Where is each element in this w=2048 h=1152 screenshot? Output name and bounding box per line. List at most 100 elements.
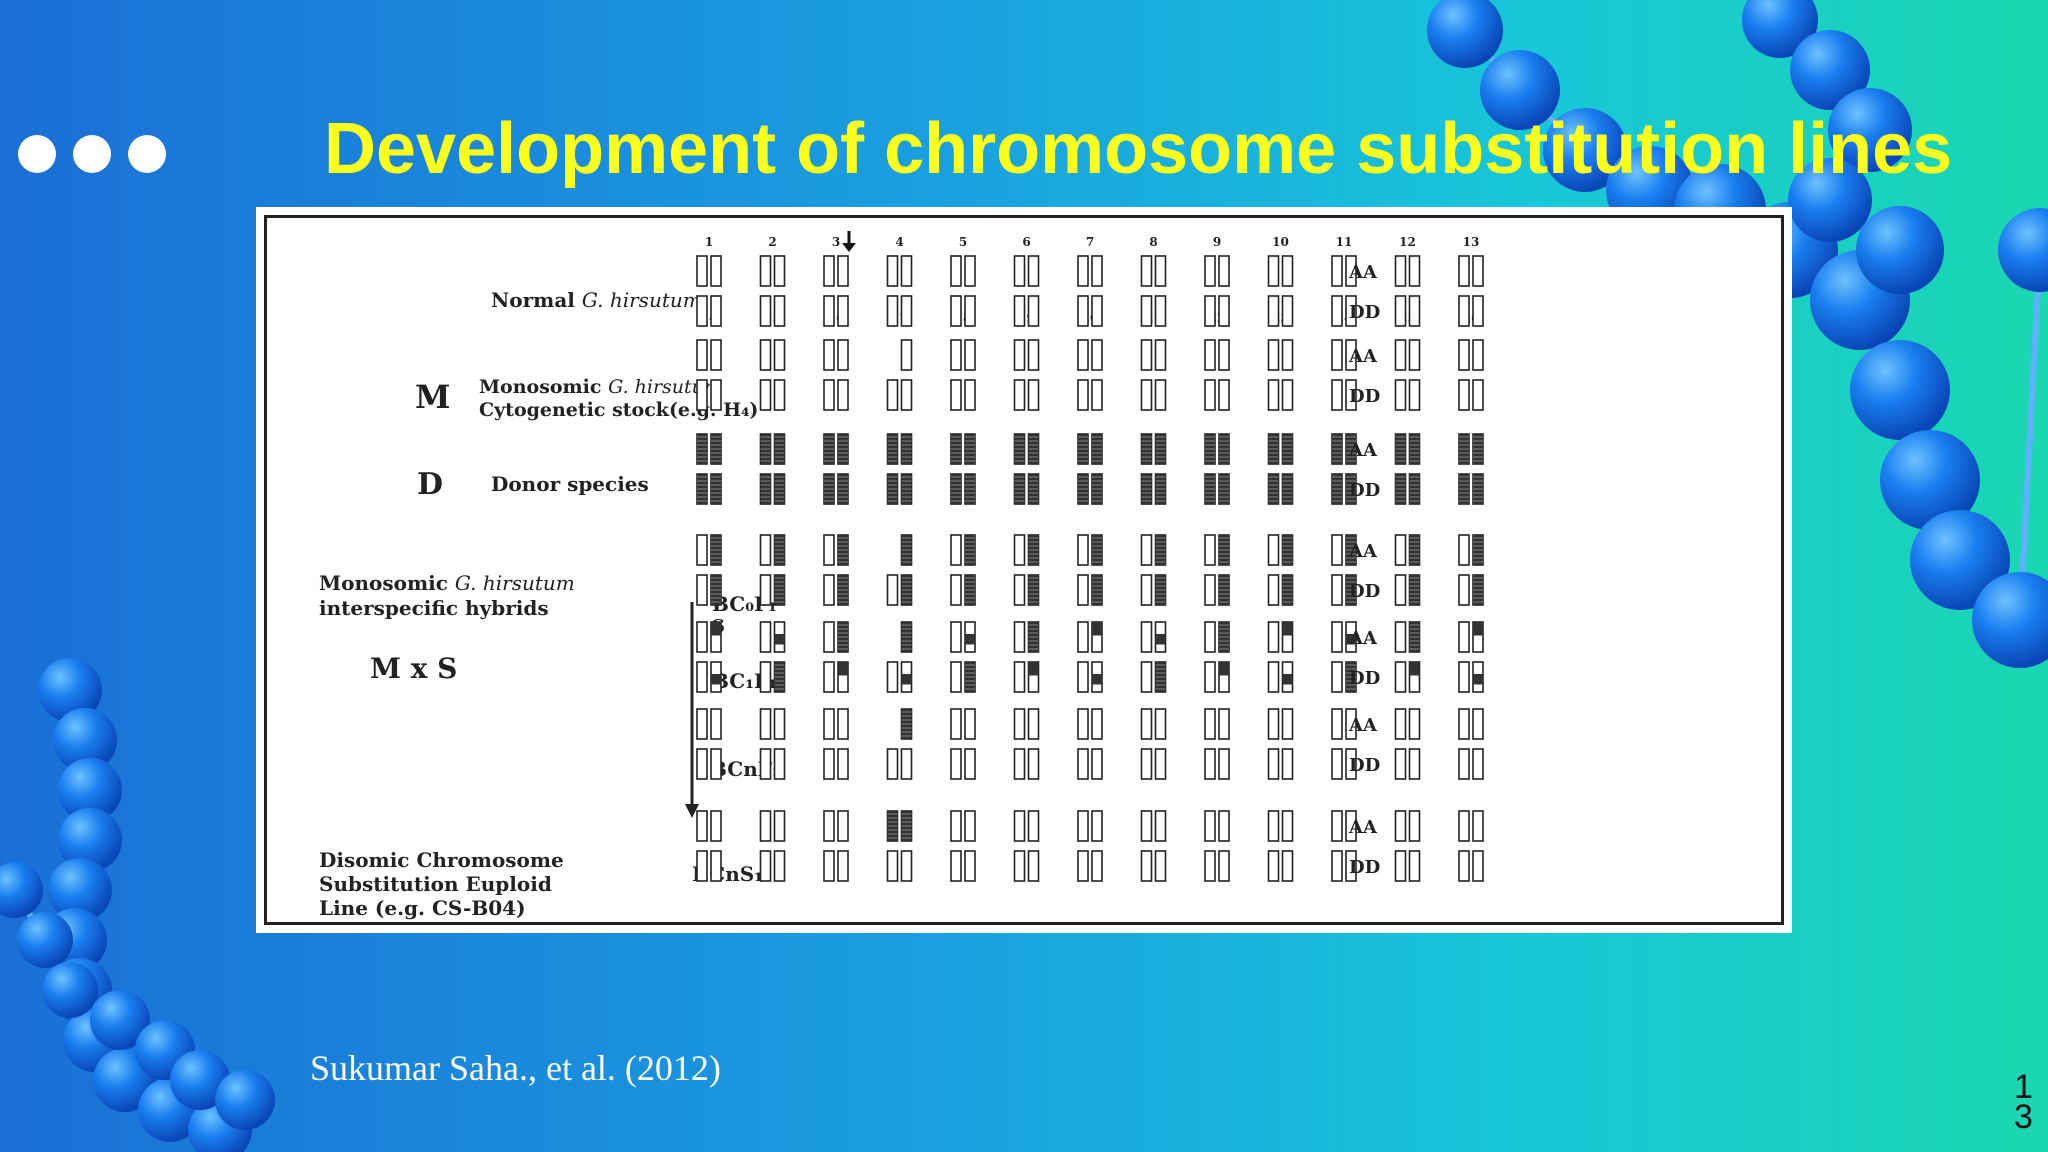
chromosome-r5-right (1345, 748, 1357, 780)
three-dots-icon (18, 135, 166, 173)
chromosome-r4-left (823, 621, 835, 653)
chromosome-r5-left (1394, 708, 1407, 740)
chromosome-r1-left (1394, 339, 1407, 371)
chromosome-r4-left (950, 661, 962, 693)
chromosome-r3-left (1458, 574, 1470, 606)
dot (73, 135, 111, 173)
chromosome-r5-right (1218, 708, 1230, 740)
chromosome-r0-left (1394, 295, 1407, 327)
dna-ball (58, 808, 122, 872)
genome-label: DD (1349, 386, 1380, 407)
genome-label: AA (1348, 715, 1378, 736)
chromosome-r1-left (823, 379, 835, 411)
chromosome-r6-right (964, 810, 976, 842)
chromosome-r3-left (1204, 574, 1216, 606)
chromosome-r1-left (759, 379, 772, 411)
chromosome-r5-left (1140, 708, 1153, 740)
chromosome-r6-right (900, 850, 913, 882)
chromosome-r4-right-segment (1219, 662, 1229, 676)
progression-arrow-head (685, 804, 699, 818)
chromosome-r0-right (964, 295, 976, 327)
chromosome-r0-left (1140, 255, 1153, 287)
chromosome-r6-left (759, 810, 772, 842)
dna-ball (1742, 0, 1818, 58)
chromosome-r1-left (1077, 339, 1089, 371)
top-number: 12 (1399, 235, 1416, 249)
chromosome-r1-left (1204, 379, 1216, 411)
chromosome-r1-right (964, 339, 976, 371)
top-number: 4 (895, 235, 903, 249)
chromosome-r6-left (950, 810, 962, 842)
chromosome-r4-right-segment (1282, 622, 1293, 636)
chromosome-r0-left (1077, 255, 1089, 287)
chromosome-r1-right (710, 379, 722, 411)
chromosome-r0-right (1154, 255, 1167, 287)
chromosome-r0-left (950, 255, 962, 287)
genome-label: AA (1348, 346, 1378, 367)
top-number: 2 (768, 235, 776, 249)
chromosome-r4-right-segment (711, 622, 721, 636)
chromosome-r1-right (773, 339, 786, 371)
chromosome-r0-left (823, 255, 835, 287)
chromosome-r0-right (1281, 255, 1294, 287)
chromosome-r6-right (1218, 810, 1230, 842)
chromosome-r1-right (1027, 379, 1040, 411)
chromosome-r5-right (1218, 748, 1230, 780)
chromosome-r1-right (900, 339, 913, 371)
chromosome-r0-right (837, 295, 849, 327)
chromosome-r6-right (1091, 810, 1103, 842)
chromosome-r6-left (1204, 850, 1216, 882)
chromosome-r1-left (1331, 339, 1343, 371)
chromosome-r1-left (696, 379, 708, 411)
chromosome-r6-left (950, 850, 962, 882)
row-label-mono-2: Cytogenetic stock(e.g. H₄) (479, 399, 758, 421)
chromosome-r5-left (696, 748, 708, 780)
chromosome-r3-left (823, 574, 835, 606)
chromosome-r4-left (1331, 661, 1343, 693)
chromosome-r3-left (1394, 574, 1407, 606)
top-number: 6 (1022, 235, 1030, 249)
chromosome-r5-right (964, 708, 976, 740)
chromosome-r3-left (1331, 534, 1343, 566)
chromosome-r0-left (1458, 295, 1470, 327)
chromosome-r3-left (950, 574, 962, 606)
chromosome-r0-right (900, 255, 913, 287)
chromosome-r5-left (1394, 748, 1407, 780)
dna-ball (1856, 206, 1944, 294)
chromosome-r4-left (1140, 621, 1153, 653)
chromosome-r5-left (1013, 748, 1026, 780)
figure-frame: Normal G. hirsutum M Monosomic G. hirsut… (264, 215, 1784, 925)
top-number: 3 (832, 235, 840, 249)
chromosome-r6-right (1345, 810, 1357, 842)
chromosome-r5-right (1408, 708, 1421, 740)
chromosome-r6-left (1267, 810, 1280, 842)
chromosome-r0-left (1140, 295, 1153, 327)
page-number: 13 (2014, 1068, 2033, 1136)
chromosome-r6-right (1027, 810, 1040, 842)
chromosome-r3-left (1331, 574, 1343, 606)
chromosome-r0-left (1204, 295, 1216, 327)
chromosome-r3-left (886, 574, 899, 606)
chromosome-diagram: Normal G. hirsutum M Monosomic G. hirsut… (319, 231, 1484, 920)
chromosome-r0-left (886, 295, 899, 327)
chromosome-r1-right (1345, 339, 1357, 371)
chromosome-r0-left (1013, 295, 1026, 327)
chromosome-r4-left (696, 661, 708, 693)
chromosome-r4-right-segment (711, 674, 721, 685)
dna-ball (0, 862, 43, 918)
chromosome-r6-right (1154, 850, 1167, 882)
chromosome-r0-left (696, 255, 708, 287)
chromosome-r1-left (1267, 339, 1280, 371)
chromosome-r1-left (1077, 379, 1089, 411)
chromosome-r6-right (773, 810, 786, 842)
chromosome-r3-left (1140, 574, 1153, 606)
top-number: 1 (705, 235, 713, 249)
chromosome-r0-right (1027, 295, 1040, 327)
chromosome-r0-right (710, 255, 722, 287)
chromosome-r4-right-segment (1473, 674, 1483, 685)
chromosome-r4-right-segment (1346, 634, 1356, 645)
chromosome-r1-left (1013, 379, 1026, 411)
chromosome-r6-right (1281, 810, 1294, 842)
chromosome-r3-left (1140, 534, 1153, 566)
chromosome-r6-left (1458, 810, 1470, 842)
